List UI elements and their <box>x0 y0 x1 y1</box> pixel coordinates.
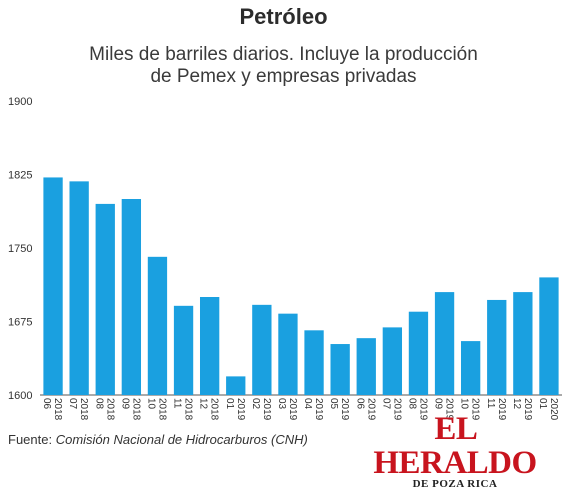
x-tick-year: 2018 <box>52 398 63 421</box>
x-tick-year: 2018 <box>209 398 220 421</box>
y-tick-label: 1675 <box>8 317 32 329</box>
bar <box>408 311 429 395</box>
bar <box>95 203 115 395</box>
chart-subtitle-line-2: de Pemex y empresas privadas <box>150 66 417 87</box>
x-tick-year: 2019 <box>496 398 507 421</box>
x-tick-year: 2019 <box>339 398 350 421</box>
x-tick-month: 08 <box>406 398 417 410</box>
source-label: Fuente: <box>8 432 56 447</box>
x-tick-year: 2020 <box>548 398 559 421</box>
x-tick-month: 07 <box>67 398 78 410</box>
y-tick-label: 1900 <box>8 96 32 108</box>
x-tick-year: 2019 <box>444 398 455 421</box>
x-tick-month: 06 <box>354 398 365 410</box>
chart-title: Petróleo <box>239 4 328 29</box>
x-tick-year: 2019 <box>417 398 428 421</box>
x-tick-year: 2019 <box>261 398 272 421</box>
bar <box>226 376 246 395</box>
bar <box>460 341 481 395</box>
brand-name: EL HERALDO <box>350 412 560 480</box>
x-tick-year: 2019 <box>391 398 402 421</box>
x-tick-year: 2019 <box>235 398 246 421</box>
source-note: Fuente: Comisión Nacional de Hidrocarbur… <box>8 432 308 447</box>
x-tick-month: 04 <box>302 398 313 410</box>
bar <box>121 199 142 395</box>
x-tick-year: 2019 <box>287 398 298 421</box>
x-tick-month: 05 <box>328 398 339 410</box>
bar <box>252 304 272 395</box>
x-tick-month: 06 <box>41 398 52 410</box>
brand-name-second: HERALDO <box>373 445 537 481</box>
brand-logo: EL HERALDO DE POZA RICA <box>350 412 560 490</box>
x-tick-year: 2019 <box>470 398 481 421</box>
x-tick-month: 09 <box>433 398 444 410</box>
bar <box>330 344 350 395</box>
y-tick-label: 1600 <box>8 390 32 402</box>
x-tick-year: 2018 <box>183 398 194 421</box>
x-tick-month: 09 <box>119 398 130 410</box>
x-tick-year: 2018 <box>104 398 115 421</box>
bar <box>199 297 220 395</box>
bar <box>487 299 507 395</box>
x-tick-month: 12 <box>511 398 522 410</box>
bar <box>513 292 533 395</box>
x-tick-year: 2018 <box>130 398 141 421</box>
y-tick-label: 1825 <box>8 170 32 182</box>
bar <box>43 177 63 395</box>
x-tick-month: 12 <box>198 398 209 410</box>
chart-subtitle-line-1: Miles de barriles diarios. Incluye la pr… <box>89 44 478 65</box>
x-tick-month: 07 <box>380 398 391 410</box>
x-tick-month: 10 <box>459 398 470 410</box>
x-tick-month: 03 <box>276 398 287 410</box>
bar <box>539 277 559 395</box>
x-tick-month: 11 <box>172 398 183 409</box>
bar <box>434 292 455 395</box>
bar <box>147 256 168 395</box>
bar <box>304 330 324 395</box>
bar <box>356 338 376 395</box>
y-tick-label: 1750 <box>8 243 32 255</box>
x-tick-month: 11 <box>485 398 496 409</box>
x-tick-year: 2019 <box>313 398 324 421</box>
x-tick-month: 01 <box>537 398 548 410</box>
source-name: Comisión Nacional de Hidrocarburos (CNH) <box>55 432 308 447</box>
bar <box>69 181 89 395</box>
x-tick-year: 2019 <box>365 398 376 421</box>
x-tick-month: 02 <box>250 398 261 410</box>
x-tick-month: 08 <box>93 398 104 410</box>
x-tick-year: 2018 <box>78 398 89 421</box>
x-tick-month: 01 <box>224 398 235 410</box>
bar <box>173 305 194 395</box>
x-tick-year: 2019 <box>522 398 533 421</box>
brand-name-first: EL <box>434 411 476 447</box>
x-tick-year: 2018 <box>156 398 167 421</box>
chart-subtitle: Miles de barriles diarios. Incluye la pr… <box>0 44 567 88</box>
x-tick-month: 10 <box>145 398 156 410</box>
bar <box>382 327 403 395</box>
bar <box>278 313 298 395</box>
